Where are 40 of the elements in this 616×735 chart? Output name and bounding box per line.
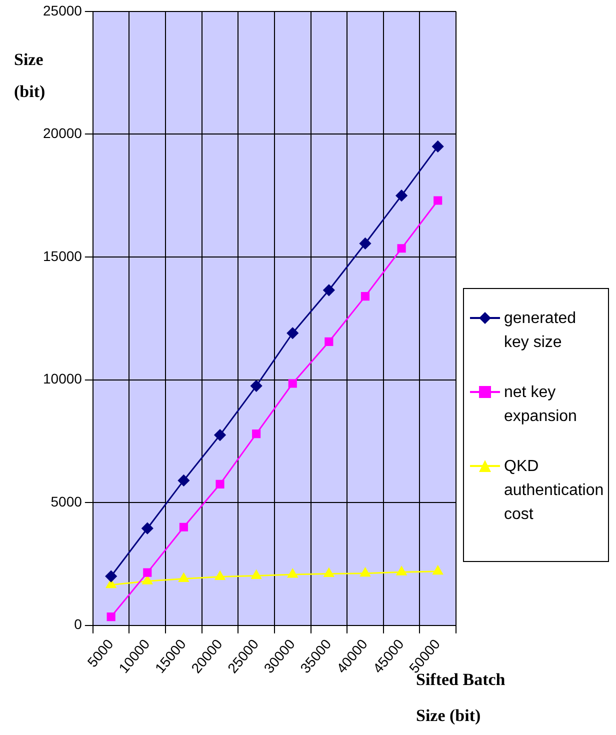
point — [214, 571, 226, 580]
point — [179, 522, 188, 532]
point — [142, 575, 152, 584]
point — [216, 480, 224, 488]
y-axis-title: Size (bit) — [14, 49, 46, 103]
point — [286, 327, 298, 339]
point — [359, 238, 371, 250]
y-tick-label: 20000 — [42, 125, 82, 142]
point — [105, 570, 117, 582]
point — [142, 522, 154, 534]
point — [324, 568, 334, 578]
y-tick-label: 0 — [74, 616, 82, 632]
point — [214, 429, 226, 441]
legend-label: net key expansion — [504, 383, 578, 427]
point — [396, 190, 408, 202]
legend-label: generated key size — [504, 309, 578, 353]
y-tick-label: 5000 — [50, 493, 82, 510]
point — [323, 284, 335, 296]
point — [324, 337, 334, 346]
point — [288, 568, 298, 578]
legend-label: QKD authentication cost — [504, 457, 604, 525]
point — [396, 566, 407, 576]
point — [360, 292, 370, 301]
point — [178, 572, 189, 582]
y-tick-label: 25000 — [42, 2, 82, 18]
point — [434, 196, 442, 205]
point — [178, 474, 190, 486]
y-tick-label: 10000 — [42, 370, 82, 387]
point — [250, 380, 262, 392]
point — [251, 570, 262, 580]
y-tick-label: 15000 — [42, 248, 82, 264]
point — [106, 612, 116, 622]
point — [106, 579, 116, 588]
point — [397, 244, 406, 253]
point — [432, 566, 443, 575]
point — [432, 140, 444, 152]
point — [143, 568, 152, 577]
point — [360, 568, 370, 577]
point — [252, 430, 261, 438]
point — [288, 379, 297, 388]
